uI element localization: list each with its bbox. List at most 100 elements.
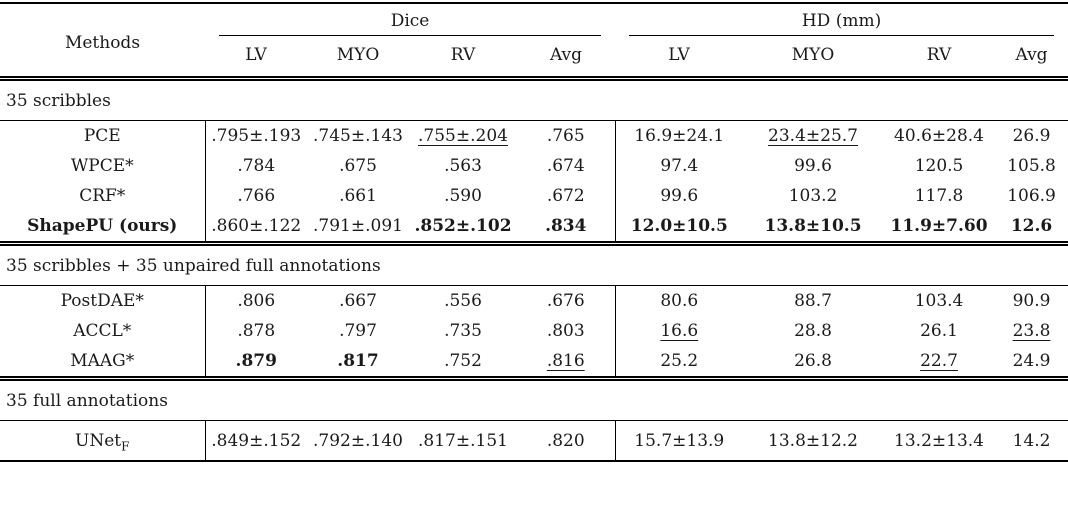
- metric-value: .806: [204, 285, 307, 316]
- group-header-hd: HD (mm): [615, 3, 1068, 37]
- metric-value: 40.6±28.4: [894, 126, 984, 146]
- metric-value: .817: [337, 351, 379, 371]
- metric-value: 120.5: [914, 156, 964, 176]
- subcol-header-dice-lv: LV: [205, 37, 307, 81]
- header-group-row: Methods Dice HD (mm): [0, 3, 1068, 81]
- metric-value: .879: [204, 346, 307, 379]
- metric-value: 117.8: [914, 186, 964, 206]
- table-row: CRF* .766 .661 .590 .672 99.6 103.2 117.…: [0, 181, 1068, 211]
- metric-value: 14.2: [1012, 431, 1051, 451]
- metric-value: 88.7: [794, 291, 832, 311]
- metric-value: 97.4: [614, 151, 744, 181]
- section-row: 35 scribbles + 35 unpaired full annotati…: [0, 241, 1068, 286]
- metric-value: 12.0±10.5: [614, 211, 744, 244]
- metric-value: 99.6: [614, 181, 744, 211]
- metric-value: .752: [444, 351, 482, 371]
- metric-value: 13.2±13.4: [894, 431, 984, 451]
- table-row: PostDAE* .806 .667 .556 .676 80.6 88.7 1…: [0, 285, 1068, 316]
- section-label: 35 scribbles + 35 unpaired full annotati…: [0, 241, 1068, 286]
- table-row: ACCL* .878 .797 .735 .803 16.6 28.8 26.1…: [0, 316, 1068, 346]
- metric-value: .590: [444, 186, 482, 206]
- metric-value: .834: [545, 216, 587, 236]
- metric-value: 22.7: [920, 351, 958, 371]
- method-name: MAAG*: [70, 351, 135, 371]
- metric-value: 80.6: [614, 285, 744, 316]
- results-table: Methods Dice HD (mm) LV MYO RV Avg LV MY…: [0, 2, 1068, 462]
- metric-value: 11.9±7.60: [890, 216, 988, 236]
- section-label: 35 full annotations: [0, 376, 1068, 421]
- metric-value: .803: [546, 321, 585, 341]
- metric-value: 26.8: [794, 351, 832, 371]
- table-row: MAAG* .879 .817 .752 .816 25.2 26.8 22.7…: [0, 346, 1068, 379]
- metric-value: 90.9: [1012, 291, 1051, 311]
- metric-value: 106.9: [1007, 186, 1056, 206]
- metric-value: 23.4±25.7: [768, 126, 858, 146]
- method-name: WPCE*: [70, 156, 134, 176]
- metric-value: 15.7±13.9: [614, 420, 744, 461]
- metric-value: .661: [339, 186, 377, 206]
- metric-value: .816: [546, 351, 585, 371]
- method-name: PostDAE*: [60, 291, 144, 311]
- metric-value: .674: [546, 156, 585, 176]
- metric-value: 99.6: [794, 156, 832, 176]
- subcol-header-dice-avg: Avg: [517, 37, 616, 81]
- method-name: PCE: [83, 126, 121, 146]
- metric-value: .878: [204, 316, 307, 346]
- method-name-text: UNet: [75, 431, 122, 451]
- method-name: ShapePU (ours): [27, 216, 178, 236]
- metric-value: 103.4: [914, 291, 964, 311]
- subcol-header-dice-rv: RV: [409, 37, 517, 81]
- section-row: 35 full annotations: [0, 376, 1068, 421]
- metric-value: 13.8±10.5: [764, 216, 862, 236]
- metric-value: .860±.122: [204, 211, 307, 244]
- metric-value: 26.9: [1012, 126, 1051, 146]
- group-header-dice: Dice: [205, 3, 615, 37]
- metric-value: .791±.091: [313, 216, 403, 236]
- header-subcol-row: LV MYO RV Avg LV MYO RV Avg: [0, 37, 1068, 81]
- metric-value: .755±.204: [418, 126, 508, 146]
- metric-value: 105.8: [1007, 156, 1056, 176]
- metric-value: .784: [204, 151, 307, 181]
- metric-value: .797: [339, 321, 377, 341]
- group-header-hd-label: HD (mm): [629, 11, 1055, 36]
- subcol-header-hd-rv: RV: [883, 37, 996, 81]
- subcol-header-hd-avg: Avg: [995, 37, 1068, 81]
- metric-value: 13.8±12.2: [768, 431, 858, 451]
- metric-value: .672: [546, 186, 585, 206]
- metric-value: .820: [546, 431, 585, 451]
- metric-value: 26.1: [920, 321, 958, 341]
- metric-value: .852±.102: [414, 216, 512, 236]
- method-name: UNetF: [0, 421, 205, 462]
- table-row: UNetF .849±.152 .792±.140 .817±.151 .820…: [0, 420, 1068, 462]
- subcol-header-dice-myo: MYO: [307, 37, 409, 81]
- metric-value: .675: [339, 156, 377, 176]
- metric-value: 24.9: [1012, 351, 1051, 371]
- metric-value: 28.8: [794, 321, 832, 341]
- subcol-header-hd-myo: MYO: [743, 37, 884, 81]
- table-row-ours: ShapePU (ours) .860±.122 .791±.091 .852±…: [0, 211, 1068, 244]
- metric-value: 12.6: [1010, 216, 1053, 236]
- metric-value: .817±.151: [418, 431, 508, 451]
- metric-value: 23.8: [1012, 321, 1051, 341]
- metric-value: .792±.140: [313, 431, 403, 451]
- metric-value: .765: [546, 126, 585, 146]
- method-name: CRF*: [79, 186, 126, 206]
- col-header-methods: Methods: [0, 3, 205, 81]
- metric-value: .676: [546, 291, 585, 311]
- metric-value: 16.6: [614, 316, 744, 346]
- metric-value: 103.2: [788, 186, 838, 206]
- metric-value: 16.9±24.1: [614, 120, 744, 151]
- metric-value: .766: [204, 181, 307, 211]
- metric-value: .795±.193: [204, 120, 307, 151]
- table-row: WPCE* .784 .675 .563 .674 97.4 99.6 120.…: [0, 151, 1068, 181]
- method-name: ACCL*: [73, 321, 132, 341]
- metric-value: .735: [444, 321, 482, 341]
- metric-value: .556: [444, 291, 482, 311]
- section-row: 35 scribbles: [0, 78, 1068, 121]
- table-row: PCE .795±.193 .745±.143 .755±.204 .765 1…: [0, 120, 1068, 151]
- group-header-dice-label: Dice: [219, 11, 602, 36]
- metric-value: .667: [339, 291, 377, 311]
- metric-value: .745±.143: [313, 126, 403, 146]
- metric-value: 25.2: [614, 346, 744, 379]
- method-name-subscript: F: [121, 439, 130, 454]
